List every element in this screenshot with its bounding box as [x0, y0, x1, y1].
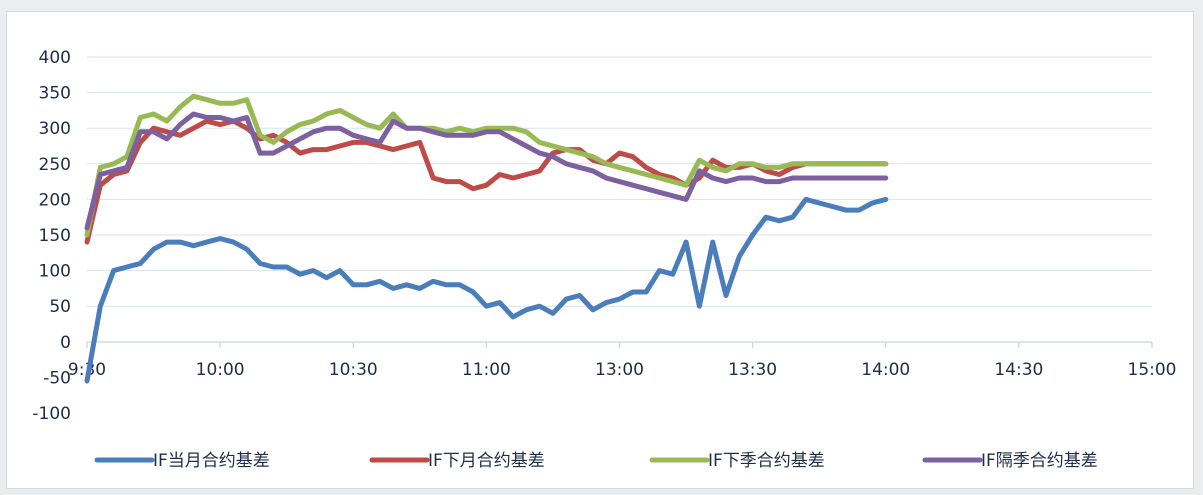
x-axis: 9:30 10:00 10:30 11:00 13:00 13:30 14:00 14:30 1…	[68, 341, 1177, 380]
y-tick-label: 200	[39, 190, 71, 210]
y-tick-label: 400	[39, 48, 71, 68]
y-tick-label: 300	[39, 119, 71, 139]
y-axis: -100 -50 0 50 100 150 200 250 300 350 400	[32, 48, 71, 424]
x-tick-label: 15:00	[1128, 360, 1177, 380]
chart-panel: -100 -50 0 50 100 150 200 250 300 350 400 9:30 10:0…	[6, 11, 1194, 489]
x-tick-label: 13:00	[595, 360, 644, 380]
x-tick-label: 10:00	[196, 360, 245, 380]
series-line-2	[84, 93, 889, 238]
y-tick-label: 350	[39, 84, 71, 104]
y-tick-label: 0	[60, 333, 71, 353]
y-tick-label: -50	[43, 368, 71, 388]
y-tick-label: -100	[32, 404, 71, 424]
grid-lines	[87, 56, 1152, 307]
legend: IF当月合约基差 IF下月合约基差 IF下季合约基差 IF隔季合约基差	[94, 451, 1098, 471]
y-tick-label: 250	[39, 155, 71, 175]
x-tick-label: 14:00	[861, 360, 910, 380]
legend-label: IF隔季合约基差	[981, 451, 1098, 471]
x-tick-label: 14:30	[994, 360, 1043, 380]
series-line-0	[84, 196, 889, 384]
y-tick-label: 150	[39, 226, 71, 246]
x-tick-label: 10:30	[329, 360, 378, 380]
legend-label: IF下季合约基差	[708, 451, 825, 471]
x-tick-label: 11:00	[462, 360, 511, 380]
series-line-3	[84, 111, 889, 231]
y-tick-label: 100	[39, 262, 71, 282]
x-tick-label: 13:30	[728, 360, 777, 380]
legend-label: IF下月合约基差	[428, 451, 545, 471]
y-tick-label: 50	[49, 297, 71, 317]
legend-label: IF当月合约基差	[153, 451, 270, 471]
series-lines	[84, 93, 889, 384]
